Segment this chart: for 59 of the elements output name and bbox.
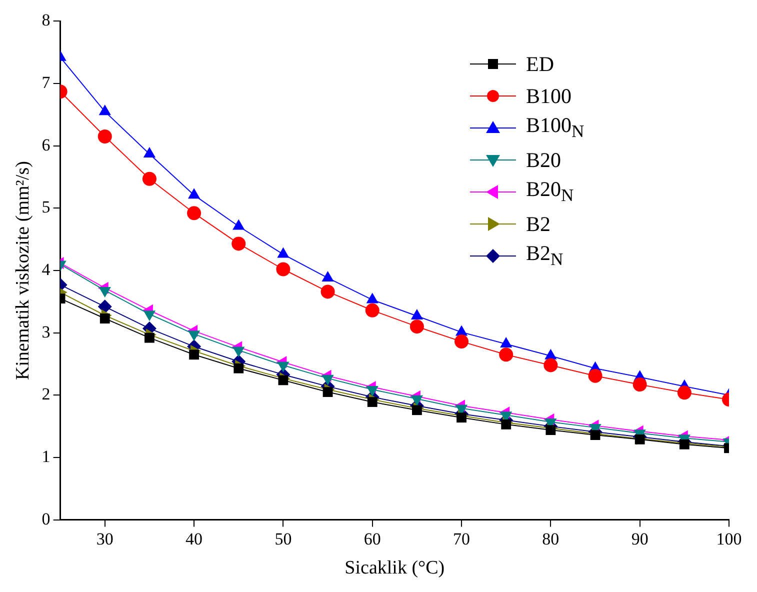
point xyxy=(546,425,556,435)
point xyxy=(100,314,110,324)
point xyxy=(544,358,558,372)
x-tick-label: 80 xyxy=(542,529,560,548)
y-tick-label: 7 xyxy=(42,72,51,92)
y-axis-title: Kinematik viskozite (mm²/s) xyxy=(12,161,34,380)
point xyxy=(365,303,380,318)
legend-label: B100 xyxy=(526,84,572,108)
point xyxy=(277,247,290,258)
point xyxy=(276,262,290,276)
y-tick-label: 2 xyxy=(42,384,50,404)
y-tick-label: 5 xyxy=(42,198,50,217)
y-tick-label: 0 xyxy=(42,509,50,528)
legend-label: B20$_{N}$ xyxy=(526,177,574,207)
point xyxy=(588,368,602,383)
point xyxy=(322,387,333,397)
y-tick-label: 6 xyxy=(42,135,50,154)
point xyxy=(144,332,154,343)
point xyxy=(456,412,466,423)
x-tick-label: 100 xyxy=(716,529,742,548)
point xyxy=(320,284,335,299)
point xyxy=(188,188,200,199)
point xyxy=(142,172,156,186)
y-tick-label: 4 xyxy=(42,260,51,279)
point xyxy=(499,348,514,362)
x-tick-label: 30 xyxy=(96,529,114,548)
point xyxy=(278,375,288,386)
point xyxy=(367,397,378,407)
point xyxy=(454,334,469,349)
point xyxy=(143,146,156,158)
x-tick-label: 40 xyxy=(186,529,203,548)
point xyxy=(410,320,424,334)
point xyxy=(232,219,245,230)
y-tick-label: 3 xyxy=(42,322,50,342)
y-tick-label: 1 xyxy=(42,446,50,466)
point xyxy=(412,405,422,416)
legend-label: B100$_{N}$ xyxy=(526,113,584,143)
legend-label: B2 xyxy=(526,212,551,236)
point xyxy=(501,419,512,430)
point xyxy=(590,430,600,440)
point xyxy=(98,130,112,144)
x-tick-label: 60 xyxy=(364,529,381,548)
point xyxy=(98,104,111,116)
legend-label: ED xyxy=(526,52,554,76)
point xyxy=(500,337,512,348)
point xyxy=(632,378,647,392)
y-tick-label: 8 xyxy=(42,10,50,30)
point xyxy=(677,386,692,400)
point xyxy=(98,300,112,314)
x-tick-label: 70 xyxy=(453,529,470,548)
x-tick-label: 90 xyxy=(631,529,648,548)
x-axis-title: Sicaklik (°C) xyxy=(344,558,445,579)
legend-label: B20 xyxy=(526,148,562,172)
point xyxy=(234,363,244,374)
point xyxy=(189,350,199,360)
x-tick-label: 50 xyxy=(274,529,292,548)
legend-label: B2$_{N}$ xyxy=(526,241,564,271)
point xyxy=(232,236,246,251)
point xyxy=(187,206,202,220)
